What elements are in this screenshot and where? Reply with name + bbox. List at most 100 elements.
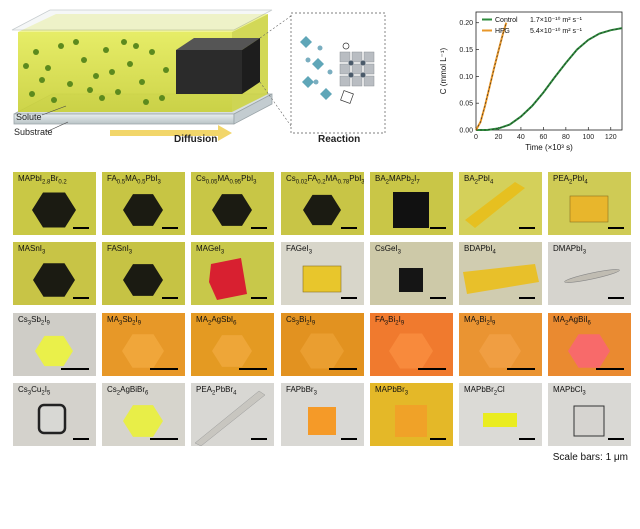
scale-bar	[329, 368, 357, 370]
crystal-shape	[308, 407, 336, 435]
crystal-shape	[212, 335, 252, 367]
crystal-tile: FAPbBr3	[281, 383, 364, 446]
crystal-label: Cs0.05MA0.95PbI3	[196, 174, 257, 186]
crystal-tile: MAPbI2.8Br0.2	[13, 172, 96, 235]
crystal-label: Cs3Sb2I9	[18, 315, 50, 327]
scale-bar	[608, 297, 624, 299]
scale-bar	[162, 227, 178, 229]
crystal-tile: Cs3Sb2I9	[13, 313, 96, 376]
crystal-needle	[564, 269, 620, 283]
crystal-shape	[122, 334, 164, 368]
crystal-tile: DMAPbI3	[548, 242, 631, 305]
crystal-tile: Cs3Cu2I5	[13, 383, 96, 446]
crystal-shape	[393, 192, 429, 228]
crystal-image-grid: MAPbI2.8Br0.2 FA0.5MA0.5PbI3 Cs0.05MA0.95P…	[13, 172, 631, 447]
crystal-shape	[483, 413, 517, 427]
crystal-tile: MA2AgSbI6	[191, 313, 274, 376]
y-tick-label: 0.05	[459, 101, 473, 108]
crystal-tile: FAGeI3	[281, 242, 364, 305]
crystal-label: MA2AgBiI6	[553, 315, 591, 327]
scale-bar	[162, 297, 178, 299]
x-tick-label: 20	[495, 134, 503, 141]
crystal-diag	[194, 390, 266, 446]
crystal-tile: BA2PbI4	[459, 172, 542, 235]
y-tick-label: 0.10	[459, 74, 473, 81]
crystal-hex	[212, 194, 252, 226]
scale-bar	[341, 227, 357, 229]
scale-bar	[251, 297, 267, 299]
crystal-tile: PEA2PbI4	[548, 172, 631, 235]
x-tick-label: 40	[517, 134, 525, 141]
crystal-tile: MA2AgBiI6	[548, 313, 631, 376]
crystal-strip2	[463, 264, 539, 294]
fit-line-hfg	[475, 22, 507, 131]
crystal-hex	[389, 333, 433, 369]
crystal-hex	[32, 192, 76, 228]
crystal-hex	[122, 334, 164, 368]
scale-bar	[341, 297, 357, 299]
scale-bar	[73, 438, 89, 440]
crystal-tile: Cs2AgBiBr6	[102, 383, 185, 446]
crystal-hex	[33, 263, 75, 297]
crystal-tile: MAGeI3	[191, 242, 274, 305]
x-tick-label: 120	[605, 134, 617, 141]
crystal-hex	[212, 335, 252, 367]
crystal-label: FAGeI3	[286, 244, 313, 256]
crystal-rect	[302, 265, 342, 293]
scale-bar	[150, 368, 178, 370]
crystal-label: FAPbBr3	[286, 385, 317, 397]
crystal-square	[399, 268, 423, 292]
legend-rate: 1.7×10⁻¹⁰ m² s⁻¹	[530, 16, 583, 24]
y-tick-label: 0.00	[459, 128, 473, 135]
crystal-label: MA3Bi2I9	[464, 315, 496, 327]
crystal-label: MA2AgSbI6	[196, 315, 237, 327]
crystal-tile: BA2MAPb2I7	[370, 172, 453, 235]
crystal-label: MAPbBr3	[375, 385, 409, 397]
x-tick-label: 100	[582, 134, 594, 141]
scale-bar	[251, 438, 267, 440]
y-tick-label: 0.15	[459, 47, 473, 54]
crystal-label: Cs2AgBiBr6	[107, 385, 149, 397]
crystal-tile: Cs0.05MA0.95PbI3	[191, 172, 274, 235]
legend-entry: Control	[495, 17, 518, 24]
crystal-sqout	[573, 405, 605, 437]
fit-line-control	[476, 27, 623, 131]
crystal-hex	[300, 333, 344, 369]
scale-bar	[251, 227, 267, 229]
scale-bar	[418, 368, 446, 370]
crystal-hex	[568, 334, 610, 368]
crystal-tile: MAPbCl3	[548, 383, 631, 446]
crystal-label: Cs3Cu2I5	[18, 385, 51, 397]
x-tick-label: 80	[562, 134, 570, 141]
crystal-tile: FASnI3	[102, 242, 185, 305]
scale-bar	[507, 368, 535, 370]
crystal-tile: Cs0.02FA0.2MA0.78PbI3	[281, 172, 364, 235]
x-axis-label: Time (×10³ s)	[525, 143, 573, 152]
crystal-label: MAPbI2.8Br0.2	[18, 174, 67, 186]
crystal-label: FA3Bi2I9	[375, 315, 405, 327]
reaction-label: Reaction	[318, 134, 361, 145]
crystal-square	[393, 192, 429, 228]
series-line-hfg	[475, 22, 508, 131]
crystal-hex	[123, 194, 163, 226]
crystal-tile: MA3Sb2I9	[102, 313, 185, 376]
crystal-strip	[465, 182, 525, 228]
crystal-label: FA0.5MA0.5PbI3	[107, 174, 161, 186]
scale-bar	[341, 438, 357, 440]
scale-bar	[61, 368, 89, 370]
crystal-shape	[37, 403, 67, 435]
scale-bar	[608, 227, 624, 229]
crystal-label: MASnI3	[18, 244, 46, 256]
legend-entry: HFG	[495, 28, 510, 35]
crystal-tile: MAPbBr2Cl	[459, 383, 542, 446]
scale-bar	[430, 438, 446, 440]
scale-bar	[519, 297, 535, 299]
crystal-shape	[463, 264, 539, 294]
reaction-schematic	[290, 12, 386, 134]
crystal-label: FASnI3	[107, 244, 133, 256]
crystal-shape	[302, 265, 342, 293]
crystal-shape	[194, 390, 266, 446]
y-tick-label: 0.20	[459, 20, 473, 27]
crystal-square	[395, 405, 427, 437]
crystal-tile: BDAPbI4	[459, 242, 542, 305]
